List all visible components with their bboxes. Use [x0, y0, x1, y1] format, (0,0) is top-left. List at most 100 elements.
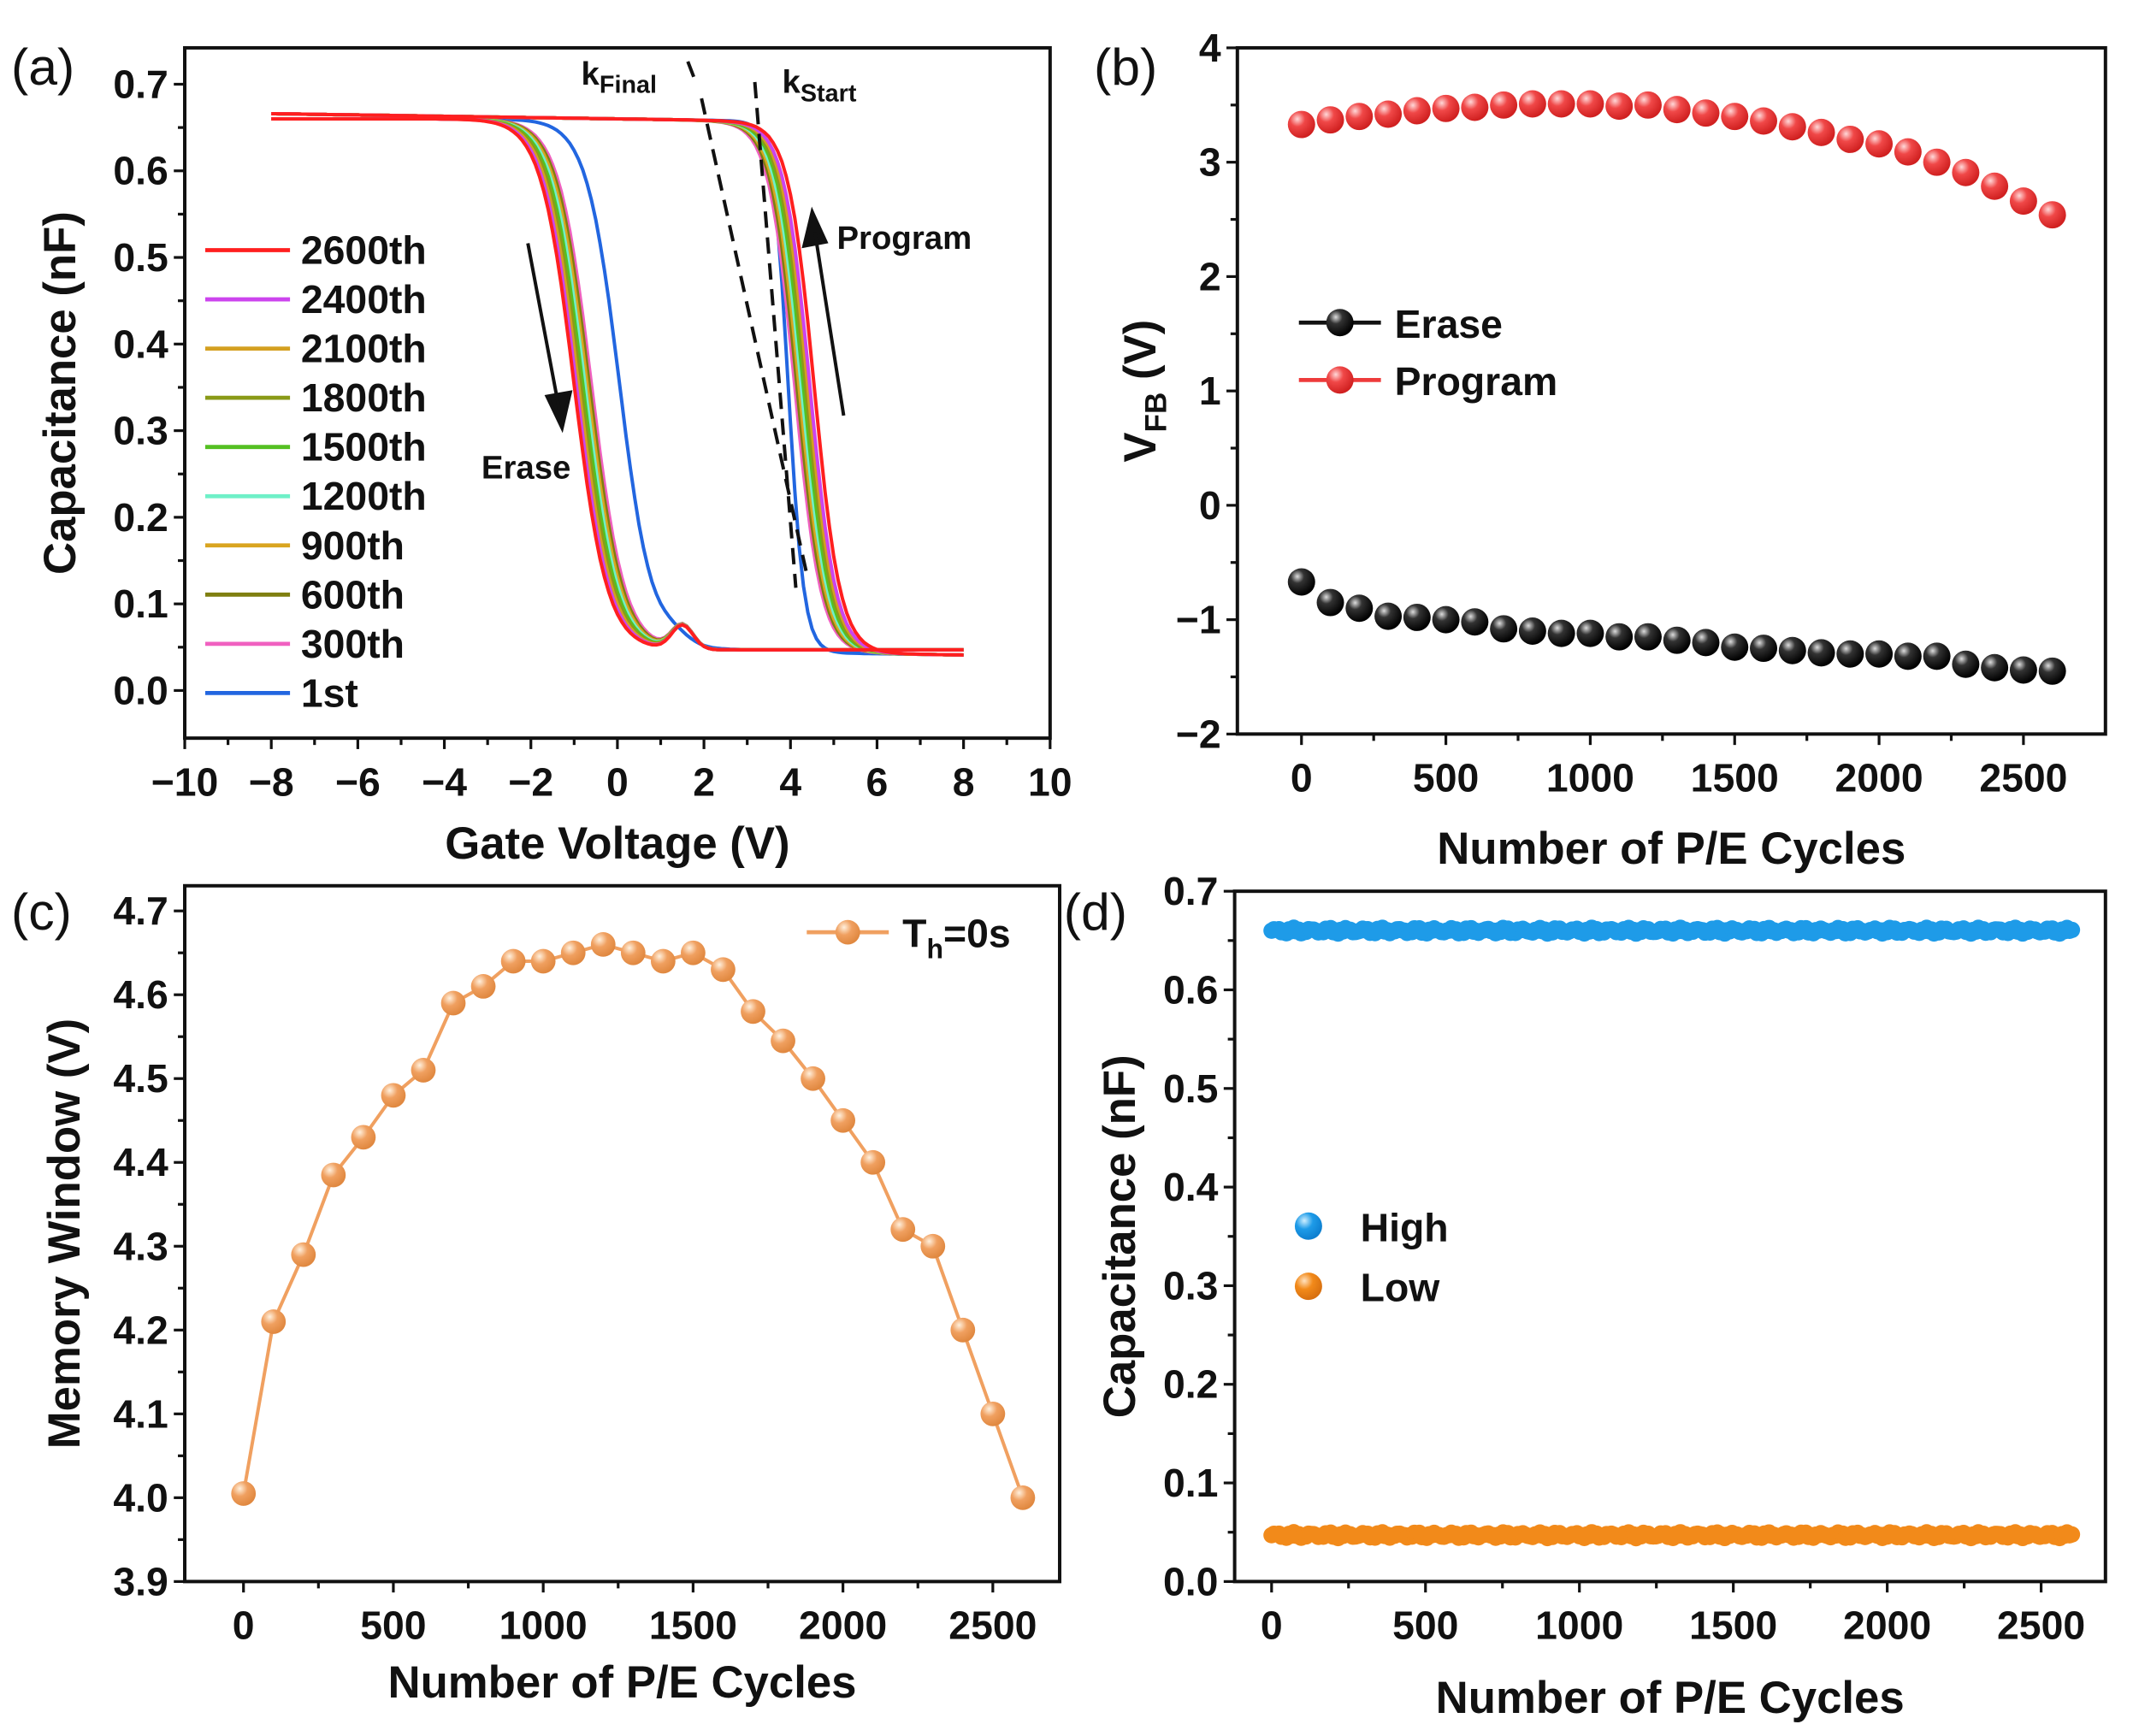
- y-tick-label: 0.5: [1163, 1066, 1218, 1111]
- y-tick-label: 0.4: [113, 322, 168, 366]
- panel-label-c: (c): [11, 883, 72, 941]
- y-tick-label: 3.9: [113, 1559, 168, 1603]
- legend-label: 1200th: [301, 474, 427, 518]
- x-tick-label: −6: [335, 759, 381, 804]
- point: [321, 1162, 346, 1188]
- legend-label: Erase: [1395, 302, 1503, 346]
- point: [980, 1401, 1006, 1426]
- point-erase: [1374, 602, 1403, 630]
- y-tick-label: 0.0: [1163, 1559, 1218, 1603]
- point: [860, 1149, 886, 1175]
- k-start-dashed-line: [753, 81, 798, 588]
- x-tick-label: 500: [1413, 755, 1479, 800]
- point-low: [2063, 1526, 2081, 1543]
- chart-d: 0 500 1000 1500 2000 2500 0.0 0.1 0.2 0.3 0.4 0.5 0.…: [1095, 869, 2107, 1723]
- point: [530, 948, 556, 974]
- point: [500, 948, 526, 974]
- legend-label: 1800th: [301, 375, 427, 420]
- y-tick-label: 0.0: [113, 668, 168, 712]
- point-erase: [1865, 640, 1894, 668]
- legend-label: Low: [1361, 1266, 1441, 1310]
- point: [381, 1083, 406, 1108]
- legend-label: Th=0s: [902, 912, 1010, 965]
- x-axis-title: Number of P/E Cycles: [1436, 1673, 1905, 1723]
- point-erase: [1634, 623, 1662, 651]
- point: [830, 1107, 856, 1133]
- x-tick-label: 500: [1392, 1603, 1458, 1648]
- y-tick-label: −1: [1176, 598, 1221, 642]
- legend-label: 900th: [301, 523, 405, 568]
- legend-label: 2100th: [301, 327, 427, 371]
- point: [261, 1309, 287, 1334]
- erase-label: Erase: [482, 449, 571, 486]
- x-tick-label: 0: [233, 1603, 255, 1648]
- curve-erase-2600th: [271, 117, 964, 652]
- x-tick-label: 8: [953, 759, 975, 804]
- curve-program-2600th: [271, 111, 964, 657]
- x-tick-label: −10: [151, 759, 219, 804]
- point-erase: [1750, 635, 1778, 663]
- panel-label-d: (d): [1064, 883, 1127, 941]
- x-tick-label: 4: [779, 759, 801, 804]
- point-erase: [1518, 617, 1546, 645]
- y-tick-label: 4.4: [113, 1140, 168, 1184]
- k-final-sub: Final: [600, 72, 657, 99]
- point-program: [1807, 118, 1835, 146]
- point-program: [1865, 130, 1894, 158]
- x-tick-label: 1000: [499, 1603, 588, 1648]
- x-tick-label: 2: [693, 759, 715, 804]
- point-program: [1345, 103, 1374, 131]
- y-tick-label: 4.5: [113, 1056, 168, 1101]
- y-tick-label: 4.1: [113, 1391, 168, 1436]
- x-tick-label: −4: [422, 759, 467, 804]
- point-program: [1692, 99, 1720, 127]
- y-tick-label: 0.7: [113, 62, 168, 106]
- y-tick-label: 4: [1199, 26, 1221, 70]
- point-erase: [1952, 650, 1980, 678]
- y-tick-label: 0.5: [113, 235, 168, 280]
- x-tick-label: 2000: [1835, 755, 1923, 800]
- y-axis-title-sub: FB: [1140, 393, 1173, 433]
- panel-label-b: (b): [1094, 38, 1157, 96]
- legend-label: 1500th: [301, 425, 427, 469]
- point-program: [1894, 138, 1922, 166]
- point: [351, 1125, 376, 1150]
- point-program: [2009, 187, 2037, 216]
- panel-label-a: (a): [11, 38, 74, 96]
- point: [920, 1233, 946, 1259]
- k-final-label: kFinal: [582, 56, 657, 99]
- point-erase: [1923, 642, 1951, 670]
- point-erase: [1692, 629, 1720, 657]
- point-erase: [2038, 657, 2066, 685]
- point-erase: [1490, 615, 1518, 643]
- x-axis-title: Number of P/E Cycles: [1437, 824, 1906, 874]
- point: [741, 999, 765, 1024]
- k-start-sub: Start: [801, 80, 857, 107]
- x-tick-label: 1000: [1546, 755, 1634, 800]
- y-tick-label: 0.3: [1163, 1263, 1218, 1308]
- point-erase: [1345, 594, 1374, 623]
- point: [411, 1058, 436, 1083]
- chart-c: 0 500 1000 1500 2000 2500 3.9 4.0 4.1 4.2 4.3 4.4 4.…: [39, 883, 1062, 1708]
- legend-label: 2600th: [301, 227, 427, 272]
- point-program: [1663, 96, 1691, 124]
- legend-marker-high: [1294, 1212, 1322, 1240]
- point-program: [1634, 91, 1662, 119]
- x-tick-label: 500: [360, 1603, 426, 1648]
- point: [560, 940, 586, 965]
- legend-label: 300th: [301, 622, 405, 666]
- y-tick-label: 4.2: [113, 1308, 168, 1352]
- legend-marker-low: [1294, 1272, 1322, 1301]
- point-program: [1605, 92, 1634, 121]
- y-tick-label: 4.7: [113, 889, 168, 933]
- legend-label-rest: =0s: [943, 912, 1011, 956]
- y-axis-title-unit: (V): [1115, 320, 1166, 393]
- y-tick-label: 1: [1199, 369, 1221, 413]
- x-tick-label: 2500: [1997, 1603, 2085, 1648]
- point-program: [2038, 201, 2066, 229]
- point-erase: [1316, 588, 1344, 617]
- y-tick-label: 0.6: [113, 149, 168, 193]
- y-tick-label: 0.4: [1163, 1165, 1219, 1209]
- y-tick-label: −2: [1176, 712, 1221, 756]
